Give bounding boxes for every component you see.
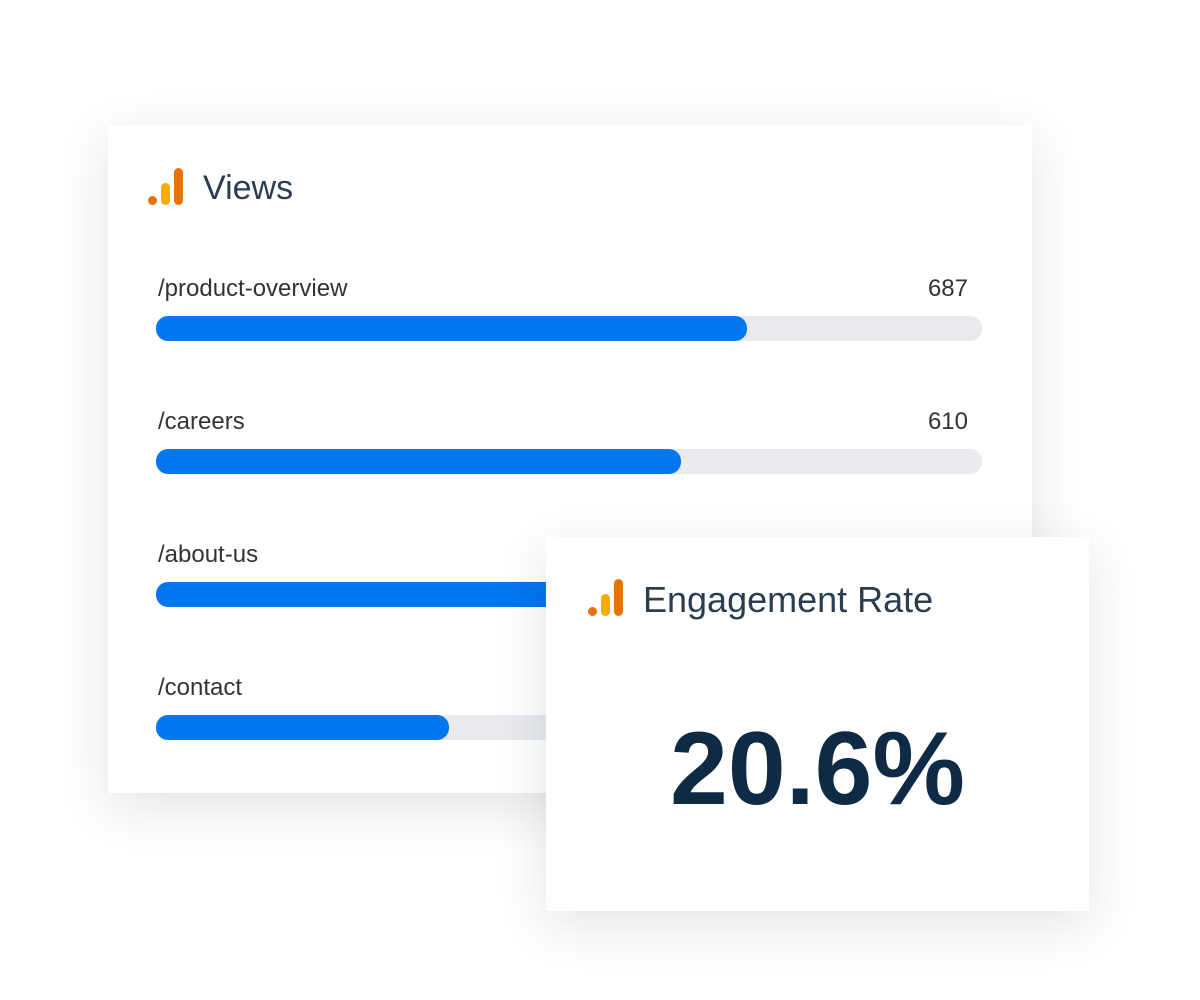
bar-track — [156, 316, 982, 341]
bar — [156, 715, 449, 740]
engagement-title: Engagement Rate — [643, 579, 934, 620]
row-value: 687 — [927, 275, 968, 302]
engagement-card: Engagement Rate 20.6% — [546, 537, 1089, 911]
row-label: /careers — [158, 408, 245, 435]
row-value: 610 — [927, 408, 968, 435]
bar-track — [156, 449, 982, 474]
row-label: /about-us — [158, 541, 259, 568]
bar — [156, 582, 569, 607]
engagement-value: 20.6% — [670, 711, 965, 827]
analytics-icon — [588, 579, 623, 616]
views-title: Views — [203, 169, 294, 207]
row-label: /contact — [158, 674, 243, 701]
row-label: /product-overview — [158, 275, 348, 302]
analytics-icon — [148, 168, 183, 205]
bar — [156, 316, 748, 341]
bar — [156, 449, 681, 474]
